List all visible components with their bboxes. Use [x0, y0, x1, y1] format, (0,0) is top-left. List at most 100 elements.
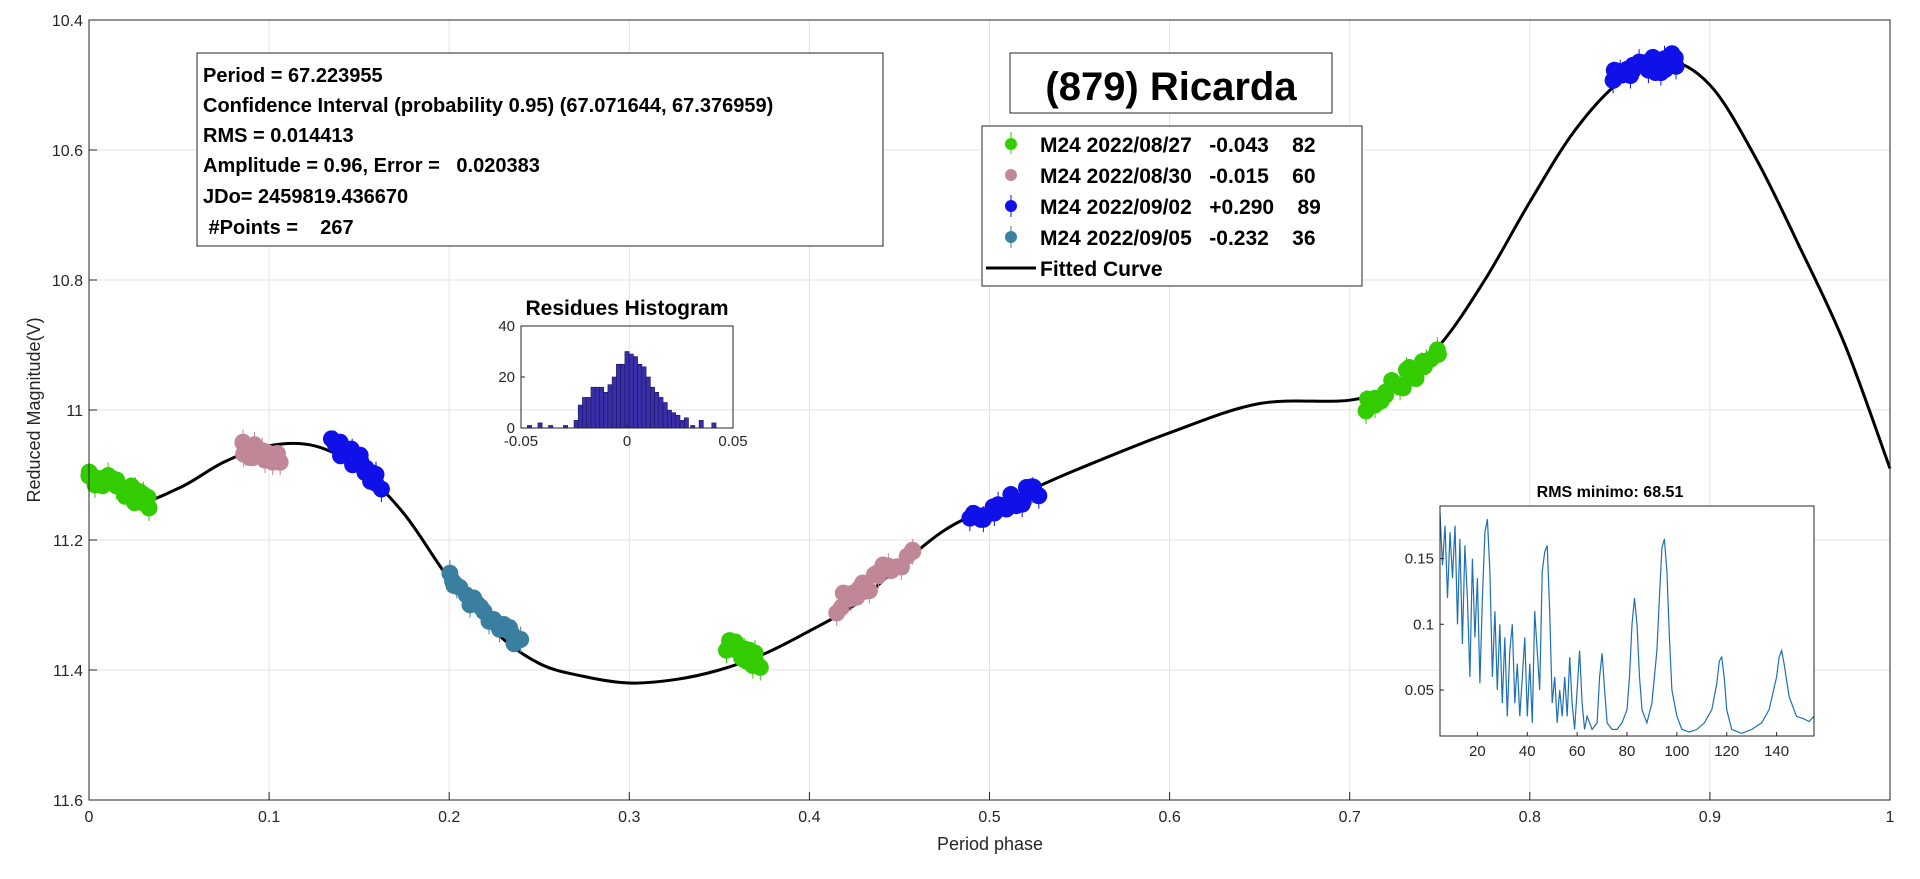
info-confidence-interval: Confidence Interval (probability 0.95) (… [203, 95, 773, 117]
periodogram-x-tick-label: 120 [1714, 743, 1739, 760]
main-y-ticks: 10.4 10.6 10.8 11 11.2 11.4 11.6 [52, 13, 97, 810]
x-tick-label: 0.5 [978, 809, 1000, 826]
data-point [372, 480, 390, 498]
data-point [512, 631, 530, 649]
y-tick-label: 11 [66, 403, 83, 420]
periodogram-y-tick-label: 0.1 [1413, 616, 1434, 633]
histogram-bar [654, 391, 660, 429]
info-jdo: JDo= 2459819.436670 [203, 186, 408, 208]
histogram-bar [616, 363, 621, 429]
periodogram-ticks: 20 40 60 80 100 120 140 0.05 0.1 0.15 [1405, 551, 1789, 760]
info-box-frame [196, 52, 884, 247]
periodogram-y-tick-label: 0.05 [1405, 682, 1434, 699]
data-point [1014, 493, 1032, 511]
legend-entry-fitted: Fitted Curve [986, 258, 1163, 281]
histogram-bar [537, 422, 543, 429]
histogram-bar [603, 391, 609, 429]
y-axis-label: Reduced Magnitude(V) [24, 317, 44, 502]
histogram-bar [586, 397, 592, 429]
legend-entry-1: M24 2022/08/27 -0.043 82 [1005, 132, 1316, 157]
legend-entry-3: M24 2022/09/02 +0.290 89 [1005, 195, 1321, 219]
periodogram-x-tick-label: 60 [1569, 743, 1586, 760]
info-box: Period = 67.223955 Confidence Interval (… [196, 52, 884, 247]
y-tick-label: 11.4 [53, 663, 83, 680]
info-period: Period = 67.223955 [203, 65, 383, 87]
y-tick-label: 10.4 [52, 13, 83, 30]
histogram-bar [582, 397, 588, 429]
data-point [140, 499, 158, 517]
histogram-bar [650, 386, 655, 429]
data-point [1428, 341, 1446, 359]
info-rms: RMS = 0.014413 [203, 125, 354, 147]
histogram-bar [698, 420, 704, 429]
legend-marker-4 [1005, 231, 1017, 243]
histogram-bar [711, 422, 717, 429]
legend-label-2: M24 2022/08/30 -0.015 60 [1040, 165, 1316, 188]
histogram-bar [675, 414, 681, 429]
title-box: (879) Ricarda [1009, 52, 1333, 114]
data-point [1407, 370, 1425, 388]
main-x-ticks: 0 0.1 0.2 0.3 0.4 0.5 0.6 0.7 0.8 0.9 1 [85, 792, 1895, 826]
legend-label-1: M24 2022/08/27 -0.043 82 [1040, 134, 1316, 157]
legend-entry-2: M24 2022/08/30 -0.015 60 [1005, 165, 1316, 188]
histogram-bar [624, 351, 630, 429]
legend-marker-3 [1005, 200, 1017, 212]
y-tick-label: 11.6 [53, 793, 83, 810]
histogram-y-tick-label: 20 [498, 369, 515, 386]
x-axis-label: Period phase [937, 834, 1043, 854]
legend-frame [981, 125, 1363, 287]
histogram-bars [527, 351, 717, 429]
histogram-bar [611, 376, 617, 429]
histogram-x-tick-label: -0.05 [504, 433, 538, 450]
histogram-bar [658, 397, 664, 429]
series-4-points [441, 560, 530, 653]
legend-marker-1 [1005, 138, 1017, 150]
x-tick-label: 0.4 [798, 809, 820, 826]
histogram-bar [607, 384, 613, 429]
periodogram-inset: RMS minimo: 68.51 20 40 60 80 100 120 140 0.05 0… [1405, 484, 1815, 760]
histogram-bar [577, 404, 583, 429]
series-2-points [234, 429, 922, 626]
x-tick-label: 1 [1886, 809, 1895, 826]
histogram-bar [671, 412, 677, 429]
histogram-title: Residues Histogram [525, 297, 728, 320]
y-tick-label: 11.2 [53, 533, 83, 550]
info-amplitude: Amplitude = 0.96, Error = 0.020383 [203, 155, 540, 177]
histogram-bar [666, 409, 672, 429]
periodogram-y-tick-label: 0.15 [1405, 551, 1434, 568]
x-tick-label: 0.3 [618, 809, 640, 826]
histogram-bar [599, 386, 604, 429]
histogram-bar [641, 366, 647, 429]
legend-entry-4: M24 2022/09/05 -0.232 36 [1005, 226, 1316, 250]
series-3-points [322, 45, 1685, 533]
histogram-bar [573, 420, 579, 429]
periodogram-x-tick-label: 20 [1469, 743, 1486, 760]
periodogram-x-tick-label: 80 [1619, 743, 1636, 760]
y-tick-label: 10.6 [52, 143, 83, 160]
histogram-x-tick-label: 0 [623, 433, 631, 450]
data-point [1667, 57, 1685, 75]
x-tick-label: 0.7 [1339, 809, 1361, 826]
data-point [751, 658, 769, 676]
histogram-bar [679, 420, 685, 429]
histogram-bar [628, 353, 634, 429]
histogram-y-tick-label: 40 [498, 318, 515, 335]
data-point [860, 582, 878, 600]
title-box-frame [1009, 52, 1333, 114]
histogram-bar [662, 402, 668, 429]
info-points: #Points = 267 [203, 217, 354, 239]
histogram-bar [594, 386, 600, 429]
data-point [904, 543, 922, 561]
x-tick-label: 0 [85, 809, 94, 826]
histogram-bar [683, 417, 689, 429]
periodogram-x-tick-label: 40 [1519, 743, 1536, 760]
chart-title: (879) Ricarda [1045, 65, 1297, 109]
x-tick-label: 0.1 [258, 809, 280, 826]
histogram-bar [633, 356, 638, 429]
periodogram-background [1440, 506, 1814, 736]
data-points-layer [80, 45, 1685, 681]
series-1-points [80, 336, 1447, 681]
